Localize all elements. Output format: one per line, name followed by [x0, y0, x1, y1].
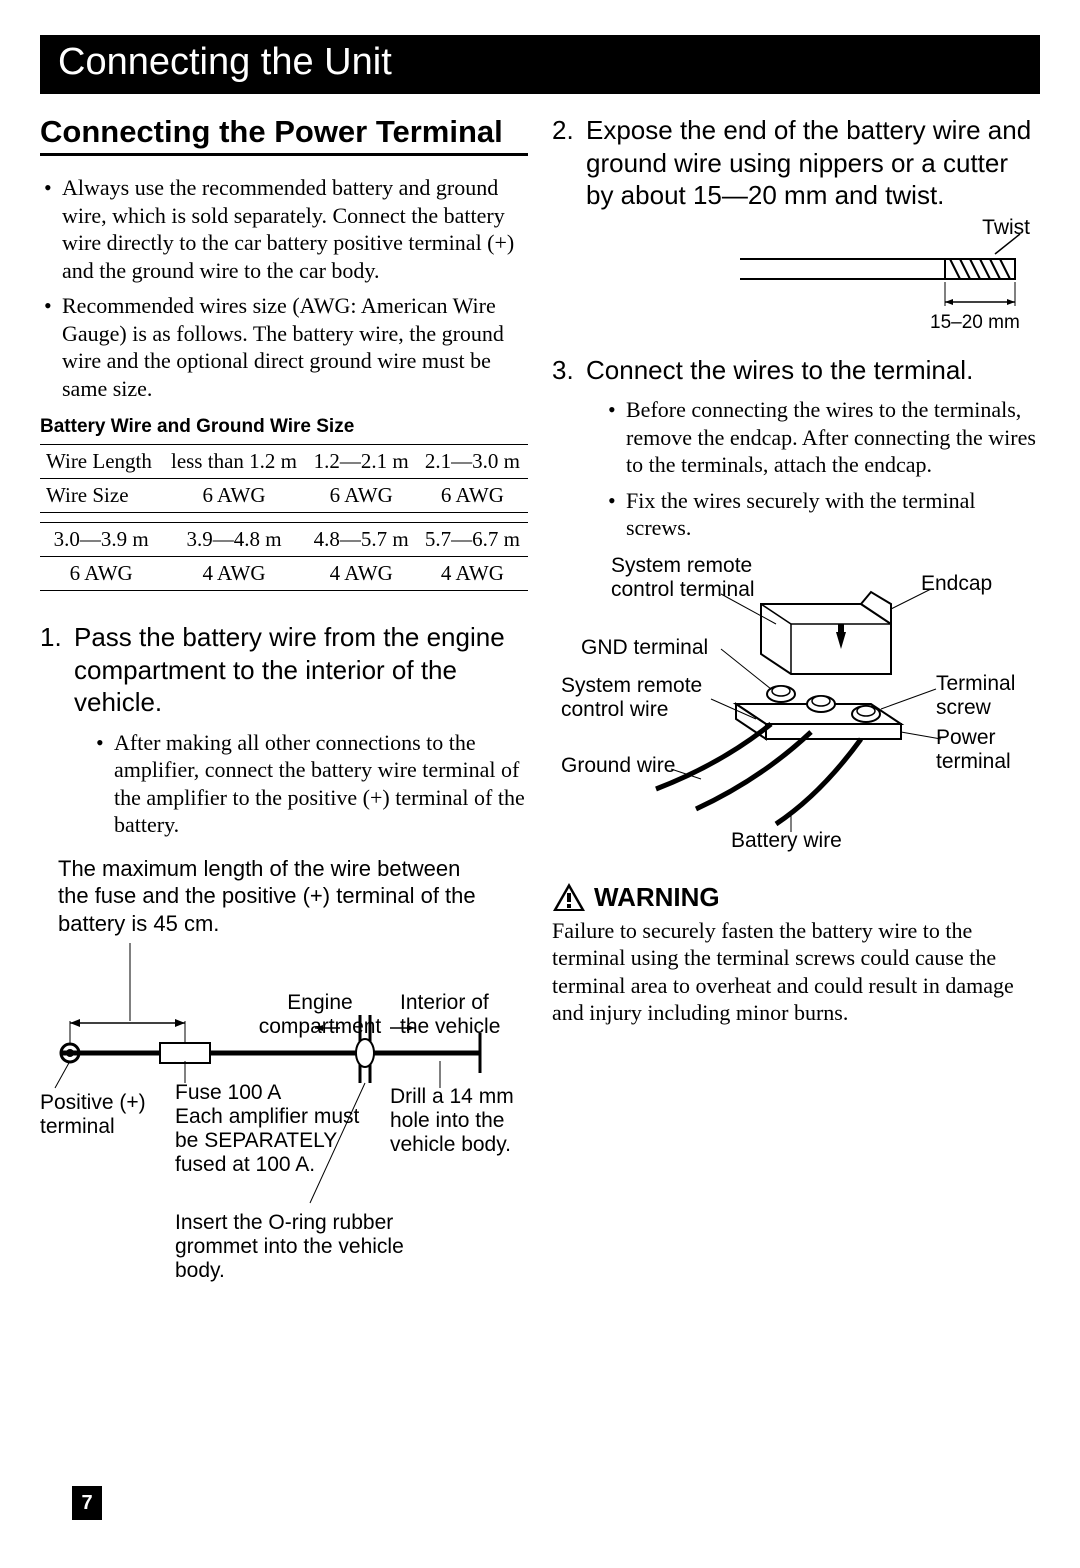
wire-routing-diagram: Engine compartment Interior of the vehic…: [40, 943, 528, 1323]
table-cell: 4 AWG: [306, 557, 417, 591]
label-sys-remote-wire: System remote control wire: [561, 674, 721, 722]
table-cell: 4 AWG: [417, 557, 528, 591]
wire-size-table: Wire Length less than 1.2 m 1.2—2.1 m 2.…: [40, 444, 528, 591]
table-cell: 4 AWG: [162, 557, 305, 591]
intro-bullet: Recommended wires size (AWG: American Wi…: [62, 292, 528, 402]
warning-body: Failure to securely fasten the battery w…: [552, 917, 1040, 1027]
table-cell: Wire Size: [40, 479, 162, 513]
intro-bullets: Always use the recommended battery and g…: [40, 174, 528, 402]
warning-title: WARNING: [594, 882, 720, 913]
label-fuse: Fuse 100 A Each amplifier must be SEPARA…: [175, 1081, 380, 1178]
table-cell: 3.9—4.8 m: [162, 523, 305, 557]
step-1: Pass the battery wire from the engine co…: [40, 621, 528, 839]
table-caption: Battery Wire and Ground Wire Size: [40, 416, 528, 438]
steps-left: Pass the battery wire from the engine co…: [40, 621, 528, 839]
step-bullet: Fix the wires securely with the terminal…: [626, 487, 1040, 542]
label-battery-wire: Battery wire: [731, 829, 842, 853]
label-twist: Twist: [982, 216, 1030, 240]
label-engine: Engine compartment: [250, 991, 390, 1039]
left-column: Connecting the Power Terminal Always use…: [40, 114, 528, 1323]
table-cell: 6 AWG: [306, 479, 417, 513]
label-drill: Drill a 14 mm hole into the vehicle body…: [390, 1085, 525, 1157]
label-endcap: Endcap: [921, 572, 992, 596]
intro-bullet: Always use the recommended battery and g…: [62, 174, 528, 284]
table-cell: 6 AWG: [40, 557, 162, 591]
steps-right-3: Connect the wires to the terminal. Befor…: [552, 354, 1040, 542]
warning-icon: [552, 882, 586, 912]
content-columns: Connecting the Power Terminal Always use…: [40, 114, 1040, 1323]
step3-bullets: Before connecting the wires to the termi…: [586, 396, 1040, 542]
step-3: Connect the wires to the terminal. Befor…: [552, 354, 1040, 542]
label-ground-wire: Ground wire: [561, 754, 675, 778]
table-cell: 3.0—3.9 m: [40, 523, 162, 557]
label-power-term: Power terminal: [936, 726, 1031, 774]
page-header: Connecting the Unit: [40, 35, 1040, 94]
label-sys-remote-term: System remote control terminal: [611, 554, 781, 602]
table-cell: 2.1—3.0 m: [417, 445, 528, 479]
twist-diagram: Twist 15–20 mm: [730, 224, 1040, 344]
step-bullet: After making all other connections to th…: [114, 729, 528, 839]
step-2: Expose the end of the battery wire and g…: [552, 114, 1040, 212]
warning-heading: WARNING: [552, 882, 1040, 913]
table-cell: 6 AWG: [417, 479, 528, 513]
table-cell: 1.2—2.1 m: [306, 445, 417, 479]
step-text: Expose the end of the battery wire and g…: [586, 115, 1031, 210]
step-text: Pass the battery wire from the engine co…: [74, 622, 505, 717]
page-number: 7: [72, 1486, 102, 1520]
label-twist-dim: 15–20 mm: [930, 312, 1020, 334]
step-text: Connect the wires to the terminal.: [586, 355, 973, 385]
table-cell: 6 AWG: [162, 479, 305, 513]
label-grommet: Insert the O-ring rubber grommet into th…: [175, 1211, 455, 1283]
steps-right: Expose the end of the battery wire and g…: [552, 114, 1040, 212]
terminal-diagram: System remote control terminal Endcap GN…: [561, 554, 1031, 854]
label-interior: Interior of the vehicle: [400, 991, 520, 1039]
label-term-screw: Terminal screw: [936, 672, 1031, 720]
table-cell: Wire Length: [40, 445, 162, 479]
step-bullet: Before connecting the wires to the termi…: [626, 396, 1040, 479]
table-cell: 5.7—6.7 m: [417, 523, 528, 557]
label-gnd-term: GND terminal: [581, 636, 731, 660]
right-column: Expose the end of the battery wire and g…: [552, 114, 1040, 1323]
label-positive: Positive (+) terminal: [40, 1091, 170, 1139]
step1-bullets: After making all other connections to th…: [74, 729, 528, 839]
note-max-length: The maximum length of the wire between t…: [58, 855, 488, 938]
subheading: Connecting the Power Terminal: [40, 114, 528, 156]
table-cell: 4.8—5.7 m: [306, 523, 417, 557]
table-cell: less than 1.2 m: [162, 445, 305, 479]
